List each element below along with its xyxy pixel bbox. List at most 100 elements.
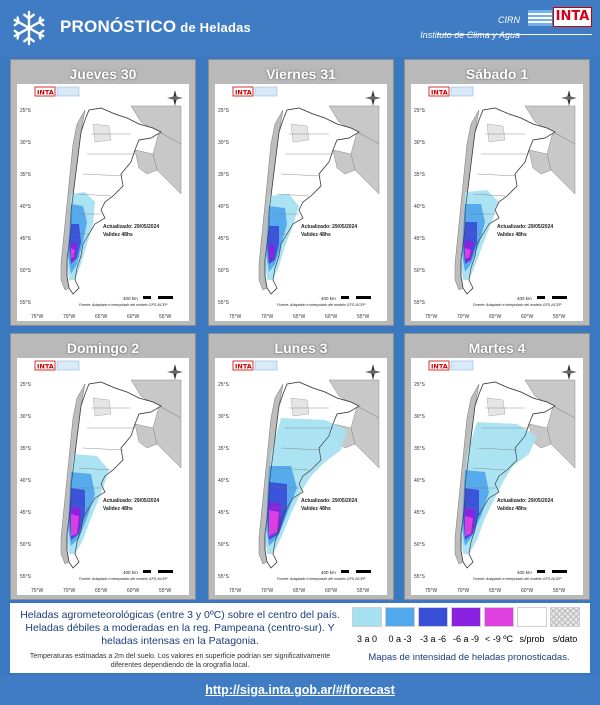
lat-label: 35°S xyxy=(218,172,230,178)
lat-label: 30°S xyxy=(20,140,32,146)
validity-text: Validez 48hs xyxy=(103,506,133,512)
lat-label: 25°S xyxy=(414,108,426,114)
province-border xyxy=(280,173,322,177)
lat-label: 40°S xyxy=(218,478,230,484)
forecast-note: Temperaturas estimadas a 2m del suelo. L… xyxy=(29,653,331,669)
lon-label: 70°W xyxy=(63,588,76,594)
snowflake-icon xyxy=(13,10,45,46)
lon-label: 60°W xyxy=(325,588,338,594)
lat-label: 50°S xyxy=(20,268,32,274)
map-logo-text: INTA xyxy=(37,89,54,97)
frost-area xyxy=(269,510,279,536)
lat-label: 25°S xyxy=(218,108,230,114)
no-data-area xyxy=(486,397,506,417)
scale-label: 400 km xyxy=(517,570,532,575)
legend-label: 0 a -3 xyxy=(388,634,412,644)
no-data-area xyxy=(92,397,112,417)
map-layers xyxy=(60,379,182,569)
map-logo xyxy=(232,86,254,97)
map-logo-text: INTA xyxy=(431,363,448,371)
forecast-panel: Martes 4 25°S 30°S 35°S 40°S 45°S 50°S 55°S 75°… xyxy=(404,333,590,600)
panel-day: Martes 4 xyxy=(468,340,526,356)
forecast-map: 25°S 30°S 35°S 40°S 45°S 50°S 55°S 75°W 70°W 65°W… xyxy=(215,358,387,595)
lat-label: 30°S xyxy=(414,140,426,146)
lat-label: 50°S xyxy=(218,268,230,274)
north-arrow-icon xyxy=(365,90,381,106)
lon-label: 65°W xyxy=(95,588,108,594)
lon-label: 55°W xyxy=(159,588,172,594)
validity-text: Validez 48hs xyxy=(301,232,331,238)
map-sublogo xyxy=(254,86,278,97)
forecast-map: 25°S 30°S 35°S 40°S 45°S 50°S 55°S 75°W 70°W 65°W… xyxy=(411,84,583,321)
lat-label: 55°S xyxy=(414,300,426,306)
argentina-outline xyxy=(460,381,556,569)
lat-label: 35°S xyxy=(414,172,426,178)
scale-bar-segment xyxy=(151,570,158,573)
source-text: Fuente: Adaptado e interpolado del model… xyxy=(473,303,562,307)
lon-label: 70°W xyxy=(261,314,274,320)
map-logo xyxy=(428,360,450,371)
no-data-area xyxy=(290,397,310,417)
frost-area xyxy=(269,244,275,262)
validity-text: Validez 48hs xyxy=(497,506,527,512)
lat-label: 45°S xyxy=(414,510,426,516)
lat-label: 50°S xyxy=(218,542,230,548)
lat-label: 40°S xyxy=(414,204,426,210)
lat-label: 35°S xyxy=(20,172,32,178)
legend-swatch xyxy=(451,607,481,627)
neighbor-country xyxy=(134,149,158,175)
legend-label: s/dato xyxy=(552,634,578,644)
frost-area xyxy=(265,418,347,554)
lat-label: 55°S xyxy=(20,574,32,580)
legend-label: s/prob xyxy=(519,634,545,644)
lon-label: 65°W xyxy=(293,588,306,594)
north-arrow-icon xyxy=(561,364,577,380)
lat-label: 30°S xyxy=(218,414,230,420)
map-svg: 25°S 30°S 35°S 40°S 45°S 50°S 55°S 75°W 70°W 65°W… xyxy=(218,360,381,594)
lon-label: 70°W xyxy=(63,314,76,320)
no-data-area xyxy=(486,123,506,143)
updated-text: Actualizado: 29/05/2024 xyxy=(301,224,357,230)
lon-label: 70°W xyxy=(457,314,470,320)
lat-label: 55°S xyxy=(414,574,426,580)
map-layers xyxy=(454,379,576,569)
lon-label: 60°W xyxy=(521,314,534,320)
source-text: Fuente: Adaptado e interpolado del model… xyxy=(79,577,168,581)
neighbor-country xyxy=(134,423,158,449)
province-border xyxy=(280,447,322,451)
lat-label: 45°S xyxy=(414,236,426,242)
map-logo-text: INTA xyxy=(235,89,252,97)
lon-label: 60°W xyxy=(127,314,140,320)
scale-bar-segment xyxy=(349,296,356,299)
neighbor-country xyxy=(528,149,552,175)
province-border xyxy=(472,467,506,471)
lat-label: 40°S xyxy=(20,478,32,484)
lon-label: 75°W xyxy=(425,314,438,320)
forecast-link[interactable]: http://siga.inta.gob.ar/#/forecast xyxy=(205,683,395,697)
lon-label: 70°W xyxy=(261,588,274,594)
inta-logo: INTA xyxy=(553,7,592,27)
lon-label: 65°W xyxy=(293,314,306,320)
province-border xyxy=(276,467,310,471)
lat-label: 25°S xyxy=(20,108,32,114)
province-border xyxy=(78,467,112,471)
lon-label: 65°W xyxy=(95,314,108,320)
map-sublogo xyxy=(56,86,80,97)
lat-label: 25°S xyxy=(414,382,426,388)
legend-swatch xyxy=(385,607,415,627)
scale-bar-segment xyxy=(545,570,552,573)
province-border xyxy=(78,193,112,197)
north-arrow-icon xyxy=(561,90,577,106)
frost-area xyxy=(465,248,471,258)
map-logo-text: INTA xyxy=(235,363,252,371)
argentina-outline xyxy=(264,381,360,569)
lon-label: 55°W xyxy=(357,588,370,594)
map-svg: 25°S 30°S 35°S 40°S 45°S 50°S 55°S 75°W 70°W 65°W… xyxy=(414,86,577,320)
province-border xyxy=(472,193,506,197)
lat-label: 30°S xyxy=(20,414,32,420)
lon-label: 55°W xyxy=(553,588,566,594)
panel-day: Sábado 1 xyxy=(465,66,529,82)
panel-day: Jueves 30 xyxy=(69,66,137,82)
lat-label: 35°S xyxy=(218,446,230,452)
map-sublogo xyxy=(56,360,80,371)
